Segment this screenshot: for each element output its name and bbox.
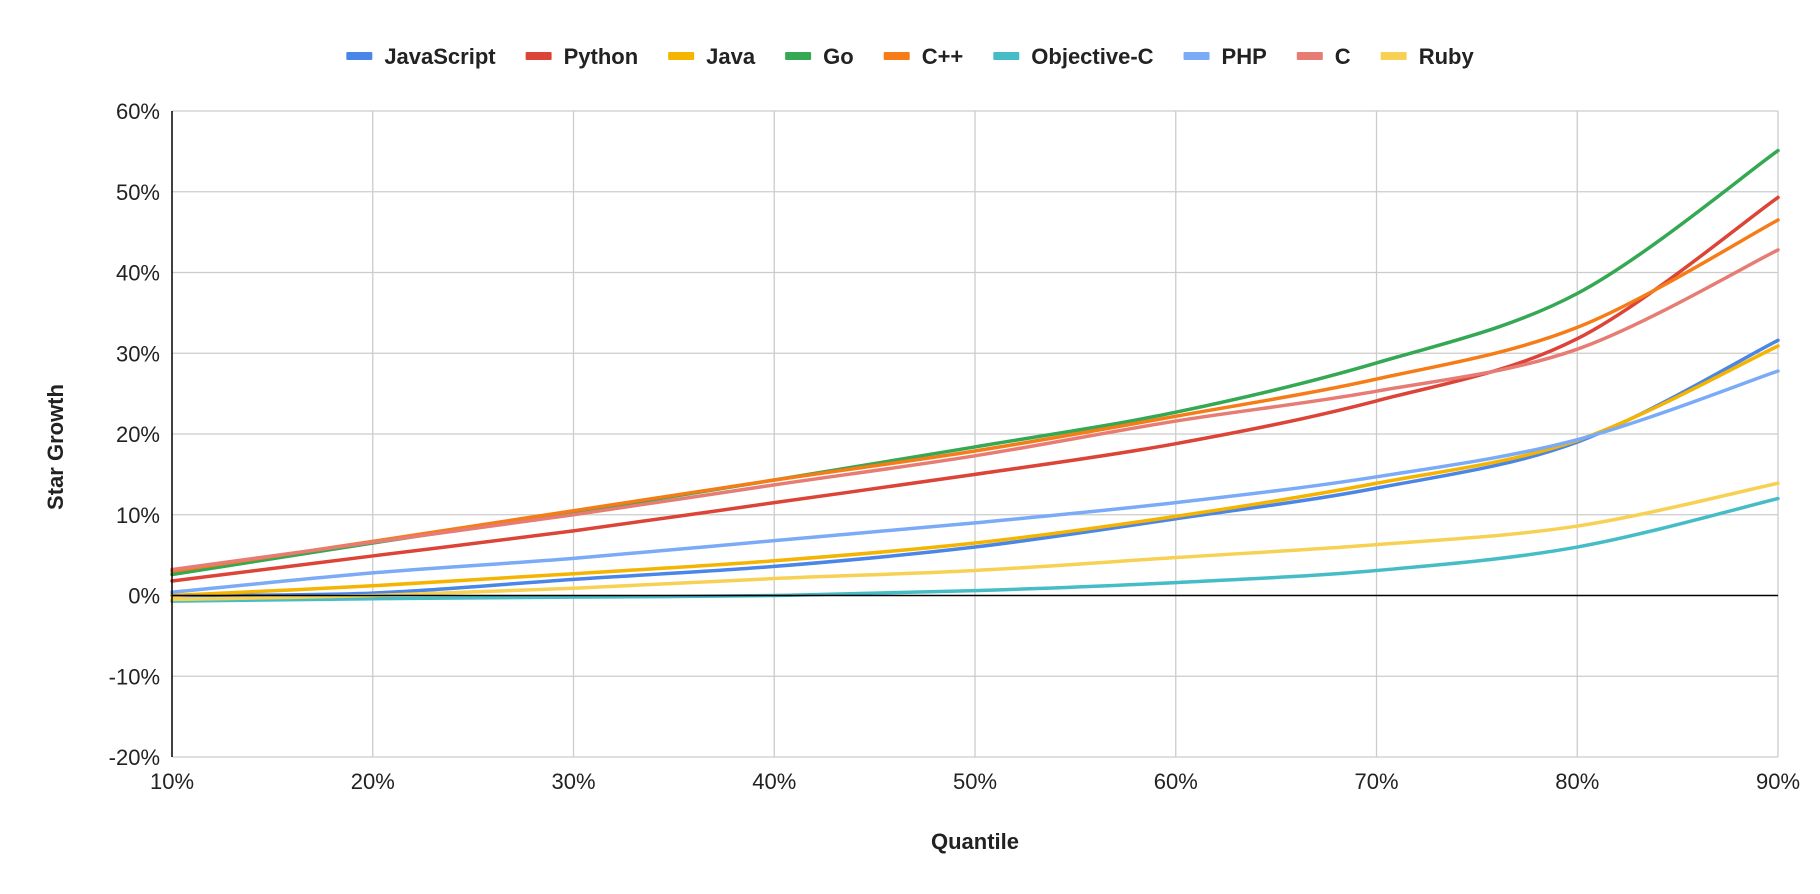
legend-swatch xyxy=(525,52,552,60)
x-tick-label: 70% xyxy=(1354,769,1398,794)
x-tick-label: 20% xyxy=(351,769,395,794)
legend-swatch xyxy=(1296,52,1323,60)
series-line-php xyxy=(170,369,1780,595)
x-axis-title: Quantile xyxy=(931,829,1019,854)
x-tick-label: 50% xyxy=(953,769,997,794)
legend-item[interactable]: JavaScript xyxy=(346,44,496,69)
axes xyxy=(171,111,1778,757)
series-line-ruby xyxy=(170,481,1780,602)
legend-swatch xyxy=(883,52,910,60)
legend-label: JavaScript xyxy=(384,44,496,69)
y-tick-label: 0% xyxy=(128,584,160,609)
legend-item[interactable]: C xyxy=(1296,44,1351,69)
series-layer xyxy=(170,148,1780,603)
legend-label: Java xyxy=(706,44,756,69)
legend-item[interactable]: PHP xyxy=(1183,44,1267,69)
legend-label: Go xyxy=(823,44,854,69)
legend-swatch xyxy=(1183,52,1210,60)
y-tick-label: 30% xyxy=(116,341,160,366)
legend-item[interactable]: Python xyxy=(525,44,639,69)
gridlines xyxy=(172,110,1779,758)
series-line-javascript xyxy=(170,338,1780,598)
legend-swatch xyxy=(346,52,373,60)
legend-swatch xyxy=(993,52,1020,60)
y-tick-label: 50% xyxy=(116,180,160,205)
tick-labels: 60%50%40%30%20%10%0%-10%-20%10% 20% 30% 40%… xyxy=(109,99,1800,794)
y-tick-label: 40% xyxy=(116,261,160,286)
legend-item[interactable]: Java xyxy=(668,44,756,69)
legend-item[interactable]: Ruby xyxy=(1380,44,1475,69)
x-tick-label: 90% xyxy=(1756,769,1800,794)
legend-label: C++ xyxy=(922,44,964,69)
x-tick-label: 40% xyxy=(752,769,796,794)
legend-swatch xyxy=(668,52,695,60)
series-line-c xyxy=(170,218,1780,574)
y-tick-label: 10% xyxy=(116,503,160,528)
legend-label: Ruby xyxy=(1419,44,1475,69)
series-line-objective-c xyxy=(170,496,1780,603)
series-line-python xyxy=(170,195,1780,583)
x-tick-label: 30% xyxy=(551,769,595,794)
x-tick-label: 80% xyxy=(1555,769,1599,794)
legend-item[interactable]: Go xyxy=(785,44,854,69)
series-line-java xyxy=(170,344,1780,598)
legend: JavaScript Python Java Go C++ Objective-C PHP C… xyxy=(346,44,1474,69)
legend-label: Python xyxy=(564,44,639,69)
legend-item[interactable]: Objective-C xyxy=(993,44,1154,69)
legend-item[interactable]: C++ xyxy=(883,44,964,69)
x-tick-label: 60% xyxy=(1154,769,1198,794)
legend-label: Objective-C xyxy=(1031,44,1153,69)
y-tick-label: 60% xyxy=(116,99,160,124)
y-tick-label: 20% xyxy=(116,422,160,447)
legend-swatch xyxy=(785,52,812,60)
legend-label: C xyxy=(1335,44,1351,69)
legend-swatch xyxy=(1380,52,1407,60)
y-tick-label: -20% xyxy=(109,745,160,770)
legend-label: PHP xyxy=(1222,44,1267,69)
x-tick-label: 10% xyxy=(150,769,194,794)
y-axis-title: Star Growth xyxy=(43,384,68,510)
y-tick-label: -10% xyxy=(109,664,160,689)
series-line-c xyxy=(170,248,1780,572)
